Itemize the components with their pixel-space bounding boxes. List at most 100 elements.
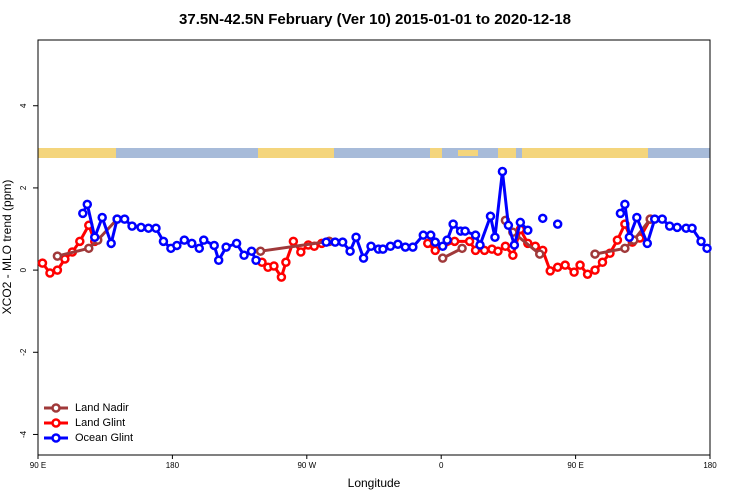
y-axis-label: XCO2 - MLO trend (ppm) — [0, 180, 14, 315]
data-point — [442, 235, 452, 245]
data-point — [239, 250, 249, 261]
data-point — [582, 269, 593, 279]
data-point — [393, 239, 403, 249]
data-point — [500, 241, 511, 252]
x-tick-label: 180 — [703, 461, 717, 470]
data-point — [430, 237, 440, 247]
data-point — [475, 240, 485, 250]
data-point — [366, 241, 376, 252]
data-point — [52, 265, 63, 275]
data-point — [490, 232, 500, 242]
data-point — [702, 243, 712, 254]
data-point — [45, 268, 55, 278]
legend-marker — [51, 403, 61, 413]
data-point — [330, 237, 340, 247]
data-point — [535, 249, 545, 259]
chart-title: 37.5N-42.5N February (Ver 10) 2015-01-01… — [179, 11, 571, 28]
data-point — [78, 208, 88, 219]
data-point — [351, 232, 361, 242]
data-point — [276, 272, 287, 282]
data-point — [119, 214, 130, 224]
data-point — [642, 238, 653, 249]
data-point — [418, 230, 429, 240]
legend-label: Ocean Glint — [75, 432, 133, 444]
data-point — [470, 230, 481, 240]
data-point — [385, 241, 396, 252]
legend-label: Land Nadir — [75, 402, 129, 414]
data-point — [664, 221, 675, 231]
y-tick-label: -2 — [19, 348, 28, 356]
data-point — [503, 220, 514, 231]
data-point — [537, 213, 548, 224]
data-point — [620, 243, 630, 254]
data-point — [649, 214, 660, 224]
data-point — [552, 262, 563, 272]
data-point — [172, 240, 182, 251]
data-point — [425, 230, 436, 240]
map-strip — [38, 148, 710, 158]
data-point — [457, 243, 467, 254]
data-point — [423, 238, 433, 249]
data-point — [321, 237, 331, 247]
data-point — [52, 251, 63, 261]
data-point — [497, 166, 508, 177]
data-point — [552, 219, 563, 229]
data-point — [37, 258, 48, 268]
data-point — [569, 267, 579, 277]
data-point — [89, 232, 100, 242]
data-point — [460, 226, 470, 236]
data-point — [84, 243, 94, 254]
data-point — [430, 245, 440, 256]
data-point — [209, 240, 219, 251]
y-tick-label: 0 — [19, 267, 28, 272]
data-point — [696, 236, 706, 247]
data-point — [213, 255, 224, 265]
y-tick-label: 2 — [19, 185, 28, 190]
data-point — [60, 254, 70, 264]
data-point — [597, 257, 608, 268]
data-point — [221, 242, 231, 252]
x-axis-label: Longitude — [348, 476, 401, 490]
data-point — [251, 255, 261, 265]
data-point — [437, 253, 448, 263]
data-point — [288, 236, 299, 247]
data-point — [158, 236, 169, 247]
data-point — [493, 246, 503, 256]
x-tick-label: 0 — [439, 461, 444, 470]
data-point — [615, 208, 626, 219]
data-point — [485, 211, 496, 222]
data-point — [590, 265, 600, 275]
data-point — [575, 260, 585, 270]
data-point — [378, 244, 388, 254]
data-point — [449, 236, 460, 247]
data-point — [194, 243, 205, 254]
data-point — [437, 241, 448, 252]
x-tick-label: 90 E — [567, 461, 583, 470]
data-point — [136, 222, 146, 233]
data-point — [545, 266, 555, 276]
data-point — [127, 221, 137, 231]
data-point — [612, 235, 623, 245]
data-point — [560, 260, 570, 270]
data-point — [106, 238, 116, 249]
data-point — [657, 214, 667, 224]
data-point — [523, 225, 533, 235]
y-tick-label: -4 — [19, 430, 28, 438]
data-point — [112, 214, 122, 224]
y-tick-label: 4 — [19, 103, 28, 108]
data-point — [246, 246, 257, 256]
data-point — [400, 242, 411, 252]
data-point — [143, 223, 154, 233]
legend-marker — [51, 433, 61, 443]
data-point — [464, 236, 475, 247]
x-tick-label: 180 — [166, 461, 180, 470]
data-point — [590, 249, 600, 259]
data-point — [82, 199, 93, 210]
x-tick-label: 90 E — [30, 461, 46, 470]
data-point — [408, 242, 418, 252]
data-point — [255, 246, 266, 256]
data-point — [179, 235, 190, 245]
data-point — [97, 212, 107, 223]
